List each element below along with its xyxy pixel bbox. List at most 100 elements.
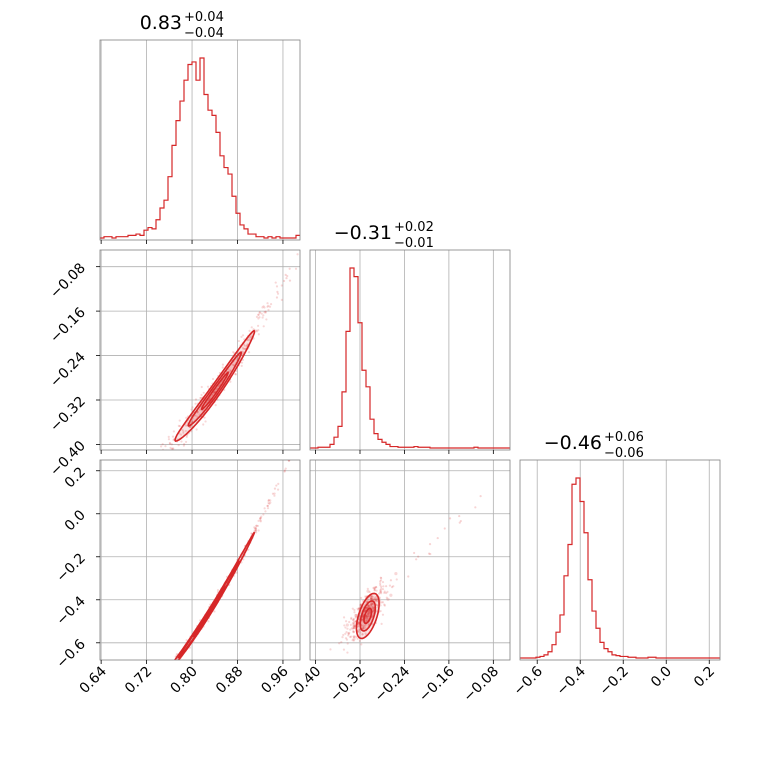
scatter-point: [349, 623, 353, 626]
scatter-point: [354, 616, 357, 619]
scatter-tail-point: [385, 585, 388, 588]
scatter-point: [206, 385, 210, 388]
scatter-point: [164, 676, 166, 678]
scatter-point: [358, 629, 361, 632]
scatter-tail-point: [458, 514, 461, 518]
scatter-point: [216, 589, 220, 592]
y-tick-label: −0.6: [53, 636, 88, 671]
scatter-point: [359, 603, 362, 606]
scatter-point: [364, 623, 367, 626]
scatter-point: [183, 452, 185, 454]
scatter-point: [385, 596, 388, 599]
scatter-point: [380, 587, 383, 590]
scatter-point: [379, 604, 382, 607]
scatter-point: [242, 347, 245, 350]
scatter-point: [379, 576, 382, 579]
scatter-point: [170, 447, 173, 450]
scatter-point: [242, 558, 245, 561]
scatter-point: [259, 520, 262, 523]
scatter-point: [221, 363, 225, 366]
scatter-point: [375, 599, 378, 602]
scatter-point: [266, 504, 269, 508]
scatter-point: [271, 492, 275, 495]
scatter-point: [177, 661, 179, 663]
scatter-point: [149, 694, 151, 696]
scatter-point: [260, 312, 263, 315]
scatter-point: [355, 635, 358, 639]
scatter-point: [365, 619, 368, 622]
scatter-point: [263, 311, 266, 314]
scatter-tail-point: [427, 552, 431, 555]
scatter-point: [146, 693, 148, 695]
scatter-point: [171, 435, 175, 438]
scatter-point: [365, 614, 368, 617]
scatter-point: [168, 668, 170, 670]
histogram-series: [310, 267, 510, 449]
scatter-point: [373, 586, 376, 589]
scatter-point: [367, 615, 370, 618]
scatter-point: [167, 664, 169, 666]
scatter-point: [245, 344, 248, 348]
scatter-point: [254, 527, 258, 530]
scatter-point: [198, 408, 202, 411]
scatter-point: [348, 631, 351, 634]
scatter-point: [368, 590, 371, 594]
scatter-point: [388, 584, 392, 587]
scatter-point: [175, 663, 177, 665]
scatter-point: [164, 674, 166, 676]
scatter-point: [371, 595, 374, 598]
scatter-point: [366, 589, 370, 593]
scatter-point: [369, 603, 373, 606]
scatter-tail-point: [267, 499, 270, 502]
scatter-point: [372, 586, 375, 590]
scatter-point: [180, 440, 183, 443]
scatter-point: [353, 608, 356, 612]
scatter-point: [361, 617, 364, 620]
scatter-point: [211, 393, 214, 397]
scatter-point: [266, 507, 270, 510]
scatter-point: [185, 639, 188, 642]
scatter-point: [160, 676, 162, 678]
scatter-point: [359, 603, 362, 607]
pair-panel-0-1: [96, 249, 301, 454]
scatter-point: [262, 513, 265, 516]
scatter-point: [352, 639, 355, 642]
scatter-point: [367, 611, 372, 615]
scatter-point: [262, 325, 265, 328]
scatter-point: [352, 636, 356, 639]
scatter-point: [342, 648, 346, 651]
y-tick-label: −0.24: [47, 349, 89, 391]
scatter-point: [349, 628, 352, 631]
scatter-point: [258, 316, 261, 319]
scatter-point: [371, 602, 374, 606]
scatter-point: [367, 613, 370, 616]
scatter-point: [169, 670, 171, 672]
scatter-point: [364, 595, 367, 598]
scatter-point: [341, 636, 344, 639]
scatter-point: [275, 285, 279, 288]
scatter-point: [157, 679, 159, 681]
scatter-point: [367, 614, 370, 617]
scatter-point: [232, 350, 235, 354]
scatter-point: [379, 609, 382, 613]
scatter-point: [296, 253, 299, 256]
scatter-point: [163, 680, 165, 682]
scatter-point: [249, 336, 252, 339]
scatter-point: [159, 677, 161, 679]
panel-title-plus: +0.04: [184, 10, 224, 25]
scatter-point: [256, 324, 260, 327]
scatter-point: [174, 661, 176, 663]
scatter-point: [267, 501, 270, 505]
scatter-point: [368, 609, 371, 612]
scatter-point: [158, 681, 160, 683]
scatter-point: [164, 675, 166, 677]
scatter-point: [258, 311, 261, 314]
scatter-point: [170, 665, 172, 667]
scatter-point: [158, 675, 160, 677]
scatter-point: [173, 664, 175, 666]
scatter-point: [234, 372, 237, 376]
scatter-point: [352, 625, 355, 628]
scatter-point: [268, 502, 271, 505]
scatter-point: [229, 369, 232, 373]
